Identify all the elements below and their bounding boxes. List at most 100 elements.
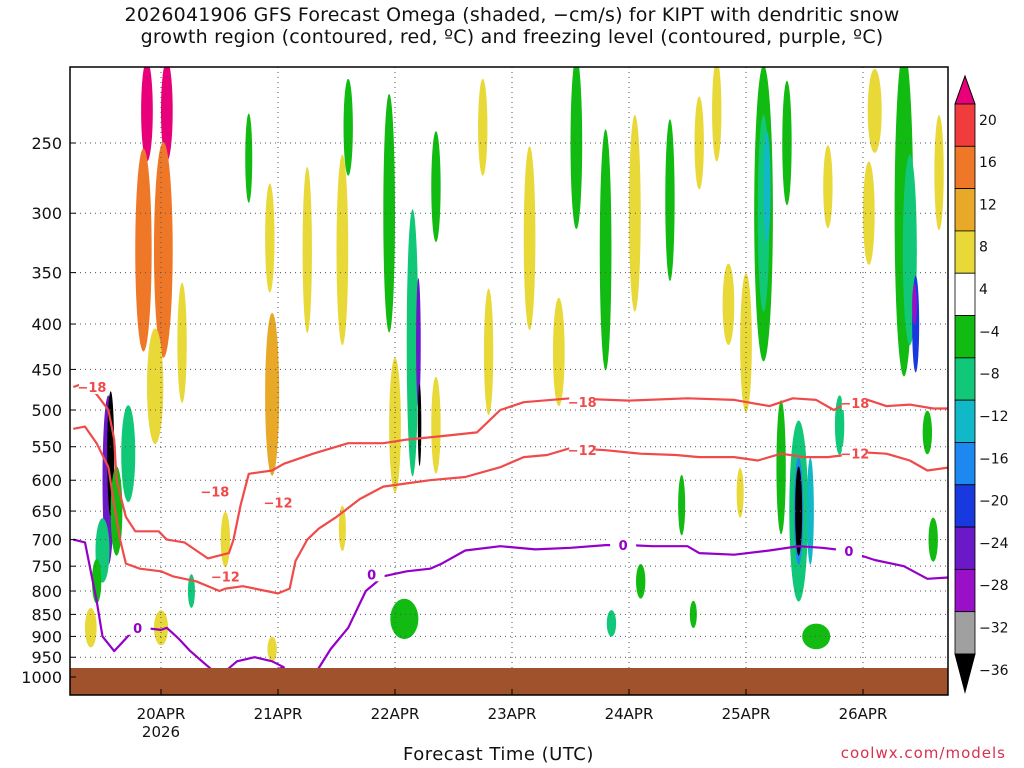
colorbar-label: −32 xyxy=(979,621,1009,637)
contour-label-bg xyxy=(78,379,105,394)
omega-cell xyxy=(636,563,646,599)
omega-cell xyxy=(912,283,917,325)
omega-cell xyxy=(161,67,173,162)
y-tick-label: 800 xyxy=(31,582,62,601)
colorbar-label: −4 xyxy=(979,324,1000,340)
colorbar-label: −12 xyxy=(979,409,1009,425)
omega-cell xyxy=(390,598,419,640)
omega-cell xyxy=(84,608,97,648)
contour-label: 0 xyxy=(844,545,853,560)
contour-freezing xyxy=(73,538,285,679)
colorbar-label: 12 xyxy=(979,197,997,213)
omega-cell xyxy=(689,600,697,628)
y-tick-label: 950 xyxy=(31,648,62,667)
colorbar: 20 16 12 8 4 −4 −8 −12 −16 −20 −24 −28 −32 −36 xyxy=(954,74,1009,694)
colorbar-label: −16 xyxy=(979,451,1009,467)
contour-label-bg xyxy=(358,567,385,582)
contour-label: −18 xyxy=(840,397,869,412)
omega-cell xyxy=(722,263,735,345)
contour-label: −12 xyxy=(264,497,293,512)
omega-cell xyxy=(736,467,744,518)
omega-cell xyxy=(823,145,833,229)
omega-cell xyxy=(782,80,792,206)
y-tick-label: 850 xyxy=(31,605,62,624)
y-tick-label: 700 xyxy=(31,531,62,550)
contour-label-bg xyxy=(569,395,596,410)
colorbar-label: 8 xyxy=(979,240,988,256)
omega-cell xyxy=(934,115,944,231)
omega-cell xyxy=(922,410,933,455)
omega-cell xyxy=(678,474,686,536)
omega-cell xyxy=(146,328,164,444)
omega-cell xyxy=(383,94,395,333)
colorbar-label: 20 xyxy=(979,113,997,129)
omega-cell xyxy=(431,131,441,243)
contour-label: −12 xyxy=(568,444,597,459)
omega-cell xyxy=(478,78,488,176)
omega-cell xyxy=(416,278,421,408)
colorbar-swatch xyxy=(954,315,976,359)
omega-cell xyxy=(302,166,312,333)
contour-label-bg xyxy=(610,538,637,553)
omega-cell xyxy=(267,636,277,662)
colorbar-swatch xyxy=(954,526,976,570)
plot-area: −18 −18 −18 −18 −12 −12 −12 −12 0 0 0 0 xyxy=(70,67,948,695)
colorbar-label: −8 xyxy=(979,367,1000,383)
omega-cell xyxy=(606,610,617,637)
omega-cell xyxy=(665,119,675,282)
colorbar-swatch xyxy=(954,188,976,232)
y-tick-label: 350 xyxy=(31,264,62,283)
colorbar-label: −28 xyxy=(979,578,1009,594)
omega-cell xyxy=(265,312,280,476)
y-tick-label: 250 xyxy=(31,134,62,153)
contour-label: 0 xyxy=(367,568,376,583)
contour-label: 0 xyxy=(133,622,142,637)
colorbar-label: −36 xyxy=(979,663,1009,679)
contour-label-bg xyxy=(124,620,151,635)
omega-cell xyxy=(245,113,253,203)
omega-cell xyxy=(177,282,187,403)
y-tick-label: 550 xyxy=(31,438,62,457)
omega-cell xyxy=(694,96,704,190)
credit-link[interactable]: coolwx.com/models xyxy=(840,744,1006,762)
colorbar-arrow-top xyxy=(954,74,976,105)
colorbar-swatch xyxy=(954,399,976,443)
omega-cell xyxy=(389,357,401,493)
colorbar-swatch xyxy=(954,357,976,401)
y-tick-label: 1000 xyxy=(21,668,62,687)
omega-cell xyxy=(776,400,786,535)
contour-label-bg xyxy=(569,443,596,458)
x-tick-label: 25APR xyxy=(722,705,771,723)
contour-dgz xyxy=(73,425,948,595)
omega-cell xyxy=(802,623,831,650)
omega-cell xyxy=(552,297,565,407)
colorbar-swatch xyxy=(954,145,976,190)
omega-cell xyxy=(834,395,845,455)
y-tick-label: 900 xyxy=(31,627,62,646)
contour-label: −18 xyxy=(200,486,229,501)
omega-cell xyxy=(712,67,722,162)
contour-dgz xyxy=(72,381,948,560)
x-axis-title: Forecast Time (UTC) xyxy=(403,744,594,765)
omega-cell xyxy=(121,405,136,503)
colorbar-swatch xyxy=(954,568,976,613)
x-tick-sublabel: 2026 xyxy=(142,723,180,741)
omega-cell xyxy=(483,288,494,416)
contour-label: −12 xyxy=(211,570,240,585)
omega-cell xyxy=(763,131,771,243)
colorbar-label: −24 xyxy=(979,536,1009,552)
omega-cell xyxy=(431,376,441,474)
colorbar-label: −20 xyxy=(979,494,1009,510)
omega-cell xyxy=(336,154,349,346)
ground-surface xyxy=(70,668,948,695)
omega-cell xyxy=(795,466,803,556)
y-tick-label: 450 xyxy=(31,360,62,379)
omega-cell xyxy=(417,384,422,467)
colorbar-arrow-bottom xyxy=(954,653,976,694)
contour-label-bg xyxy=(201,484,228,499)
omega-cell xyxy=(343,78,353,176)
colorbar-label: 16 xyxy=(979,155,997,171)
contour-label-bg xyxy=(841,446,868,461)
omega-cell xyxy=(863,161,875,265)
